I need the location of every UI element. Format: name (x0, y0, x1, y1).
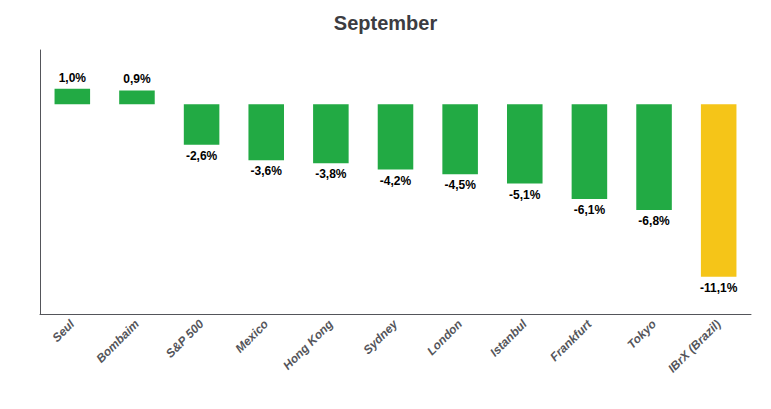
svg-text:-3,8%: -3,8% (315, 167, 347, 181)
svg-text:-11,1%: -11,1% (700, 281, 738, 295)
svg-text:Seul: Seul (49, 317, 77, 345)
svg-text:-2,6%: -2,6% (186, 149, 218, 163)
svg-text:0,9%: 0,9% (123, 72, 151, 86)
svg-text:Istanbul: Istanbul (487, 317, 530, 360)
svg-text:1,0%: 1,0% (59, 71, 87, 85)
svg-text:Mexico: Mexico (233, 317, 272, 356)
svg-text:Hong Kong: Hong Kong (280, 317, 336, 373)
svg-text:Frankfurt: Frankfurt (547, 316, 595, 364)
svg-text:-4,2%: -4,2% (380, 174, 412, 188)
svg-text:September: September (334, 12, 438, 34)
svg-text:-4,5%: -4,5% (444, 178, 476, 192)
svg-text:Tokyo: Tokyo (624, 317, 659, 352)
svg-text:-6,1%: -6,1% (574, 203, 606, 217)
svg-text:S&P 500: S&P 500 (163, 317, 207, 361)
svg-text:London: London (424, 317, 465, 358)
svg-text:Bombaim: Bombaim (93, 317, 142, 366)
svg-text:-6,8%: -6,8% (638, 214, 670, 228)
svg-text:IBrX (Brazil): IBrX (Brazil) (665, 317, 723, 375)
svg-text:-5,1%: -5,1% (509, 188, 541, 202)
svg-text:-3,6%: -3,6% (251, 164, 283, 178)
svg-text:Sydney: Sydney (360, 316, 401, 357)
